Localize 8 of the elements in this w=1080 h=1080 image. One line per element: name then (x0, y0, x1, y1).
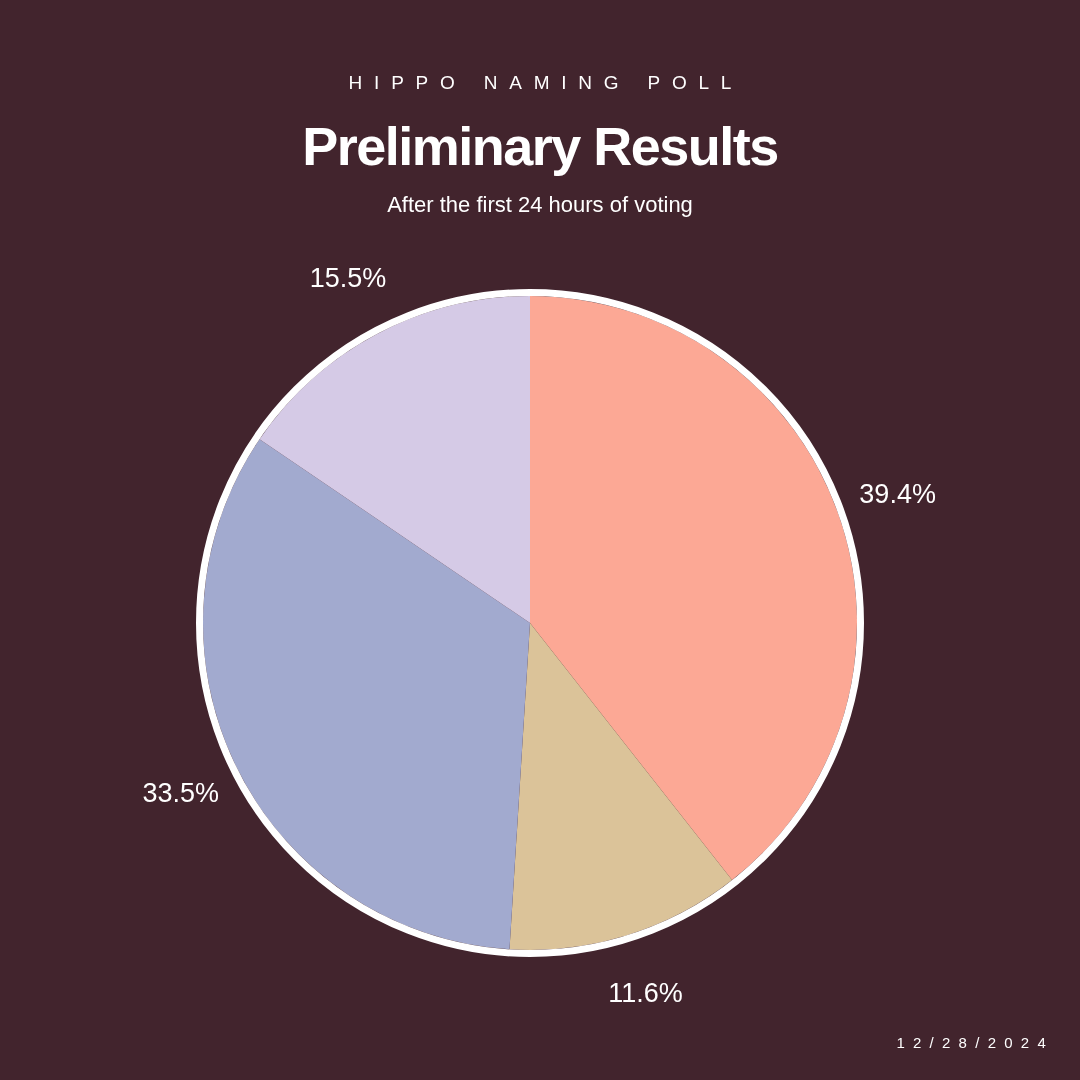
chart-title: Preliminary Results (301, 115, 779, 177)
text: 12/28/2024 (896, 1034, 1054, 1051)
data-label: 39.4% (859, 479, 936, 510)
chart-subtitle: After the first 24 hours of voting (386, 192, 694, 218)
data-label: 15.5% (309, 262, 387, 293)
data-label: 11.6% (608, 977, 683, 1008)
data-label: 33.5% (142, 777, 219, 808)
text: HIPPO NAMING POLL (347, 72, 745, 94)
